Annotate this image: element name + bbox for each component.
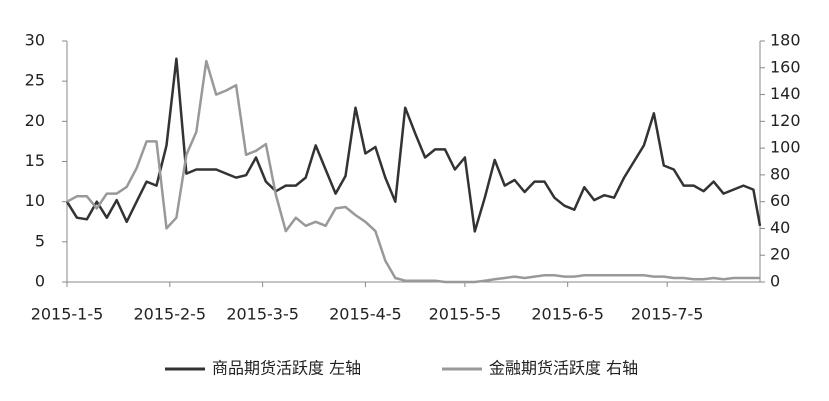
y2-tick-label: 20 [770, 245, 790, 264]
series-line [66, 59, 760, 284]
y2-tick-label: 100 [770, 138, 801, 157]
y2-tick-label: 60 [770, 191, 790, 210]
y2-tick-label: 160 [770, 57, 801, 76]
y-tick-label: 5 [35, 231, 45, 250]
series-line [65, 57, 762, 233]
legend-label: 金融期货活跃度 右轴 [489, 359, 638, 378]
y-tick-label: 10 [25, 191, 45, 210]
x-tick-label: 2015-4-5 [329, 305, 402, 324]
y-tick-label: 30 [25, 31, 45, 50]
x-tick-label: 2015-3-5 [226, 305, 299, 324]
y2-tick-label: 80 [770, 164, 790, 183]
y2-tick-label: 0 [770, 272, 780, 291]
y-tick-label: 20 [25, 111, 45, 130]
x-tick-label: 2015-5-5 [429, 305, 502, 324]
legend-label: 商品期货活跃度 左轴 [212, 359, 361, 378]
y-tick-label: 25 [25, 71, 45, 90]
y2-tick-label: 120 [770, 111, 801, 130]
x-tick-label: 2015-1-5 [31, 305, 104, 324]
x-tick-label: 2015-6-5 [531, 305, 604, 324]
y2-tick-label: 40 [770, 218, 790, 237]
x-tick-label: 2015-2-5 [133, 305, 206, 324]
y-tick-label: 0 [35, 272, 45, 291]
y-tick-label: 15 [25, 151, 45, 170]
x-tick-label: 2015-7-5 [631, 305, 704, 324]
y2-tick-label: 140 [770, 84, 801, 103]
y2-tick-label: 180 [770, 31, 801, 50]
